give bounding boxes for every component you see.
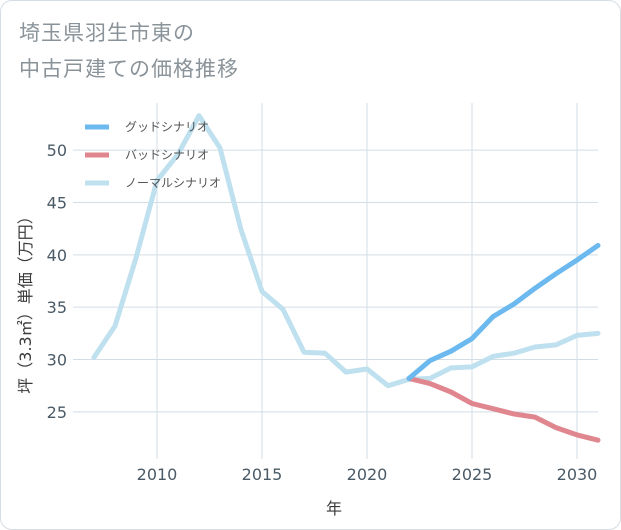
x-tick-label: 2030	[557, 465, 598, 484]
x-tick-label: 2025	[452, 465, 493, 484]
title-line-2: 中古戸建ての価格推移	[19, 57, 239, 81]
x-tick-labels: 2010 2015 2020 2025 2030	[137, 465, 598, 484]
grid-lines	[73, 103, 598, 459]
y-tick-label: 25	[47, 403, 67, 422]
series-line-bad	[406, 375, 601, 443]
legend-label: グッドシナリオ	[125, 120, 209, 134]
series-line-good	[406, 242, 601, 381]
x-axis-label: 年	[326, 499, 342, 518]
x-tick-label: 2015	[242, 465, 283, 484]
chart-title: 埼玉県羽生市東の 中古戸建ての価格推移	[19, 15, 239, 87]
x-tick-label: 2020	[347, 465, 388, 484]
legend-label: ノーマルシナリオ	[125, 176, 221, 190]
x-tick-label: 2010	[137, 465, 178, 484]
series-line-normal	[91, 113, 601, 389]
y-tick-label: 30	[47, 351, 67, 370]
y-axis-label: 坪（3.3㎡）単価（万円）	[16, 208, 35, 393]
y-tick-label: 45	[47, 193, 67, 212]
y-tick-labels: 25 30 35 40 45 50	[47, 141, 67, 422]
legend-label: バッドシナリオ	[125, 148, 209, 162]
plot-area	[73, 103, 598, 459]
title-line-1: 埼玉県羽生市東の	[19, 21, 195, 45]
series-lines	[91, 113, 601, 443]
y-tick-label: 35	[47, 298, 67, 317]
y-tick-label: 50	[47, 141, 67, 160]
y-tick-label: 40	[47, 246, 67, 265]
